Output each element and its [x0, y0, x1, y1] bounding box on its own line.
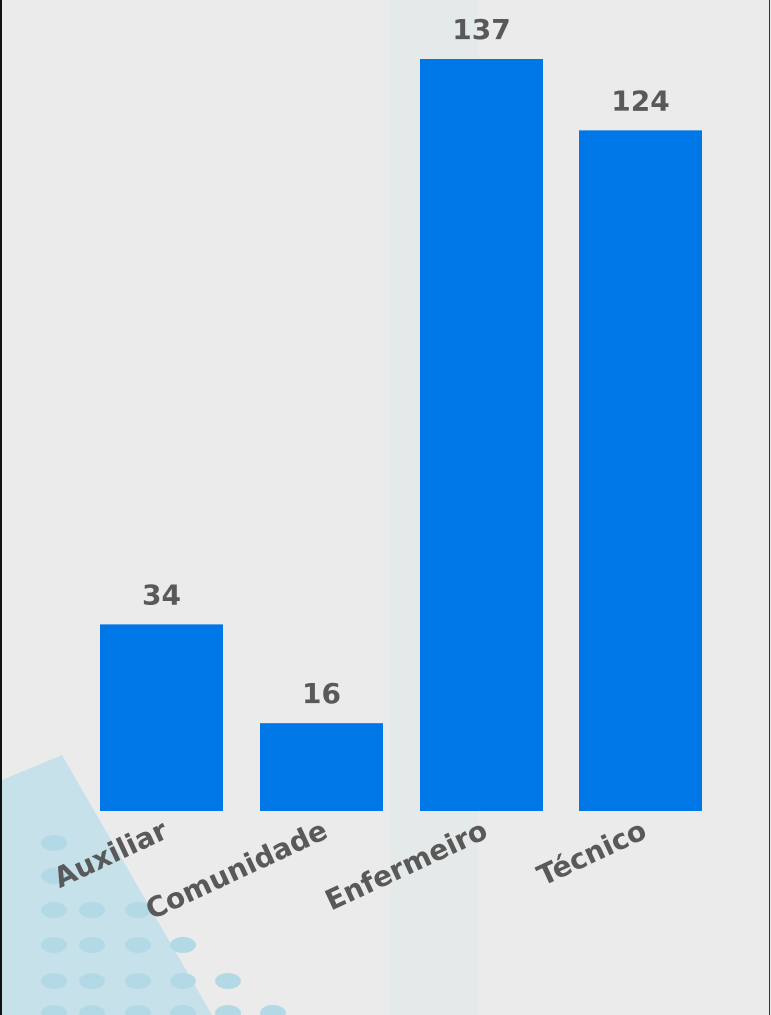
decor-dot: [170, 973, 196, 989]
decor-dot: [79, 902, 105, 918]
decor-dot: [170, 1005, 196, 1015]
decor-dot: [79, 973, 105, 989]
decor-dot: [215, 973, 241, 989]
decor-dot: [125, 973, 151, 989]
category-label: Técnico: [532, 813, 651, 892]
decor-dot: [79, 937, 105, 953]
decor-dot: [41, 902, 67, 918]
bar-tecnico: [579, 130, 702, 811]
decor-dot: [41, 835, 67, 851]
bar-enfermeiro: [420, 59, 543, 811]
decor-dot: [215, 1005, 241, 1015]
decor-dot: [170, 937, 196, 953]
decor-dot: [125, 902, 151, 918]
value-label: 16: [302, 677, 341, 710]
bar-auxiliar: [100, 624, 223, 811]
category-label: Enfermeiro: [320, 813, 492, 917]
decor-dot: [260, 1005, 286, 1015]
value-label: 34: [142, 578, 181, 611]
decor-dot: [41, 868, 67, 884]
category-label: Comunidade: [141, 813, 333, 926]
decor-dot: [41, 937, 67, 953]
decor-dot: [125, 937, 151, 953]
dot-grid-icon: [2, 755, 286, 1015]
bar-comunidade: [260, 723, 383, 811]
value-labels: 34 16 137 124: [142, 13, 670, 710]
bars-group: [100, 59, 702, 811]
value-label: 137: [452, 13, 510, 46]
decor-dot: [41, 1005, 67, 1015]
decor-dot: [125, 1005, 151, 1015]
value-label: 124: [611, 84, 669, 117]
decor-dot: [41, 973, 67, 989]
decor-dot: [79, 1005, 105, 1015]
